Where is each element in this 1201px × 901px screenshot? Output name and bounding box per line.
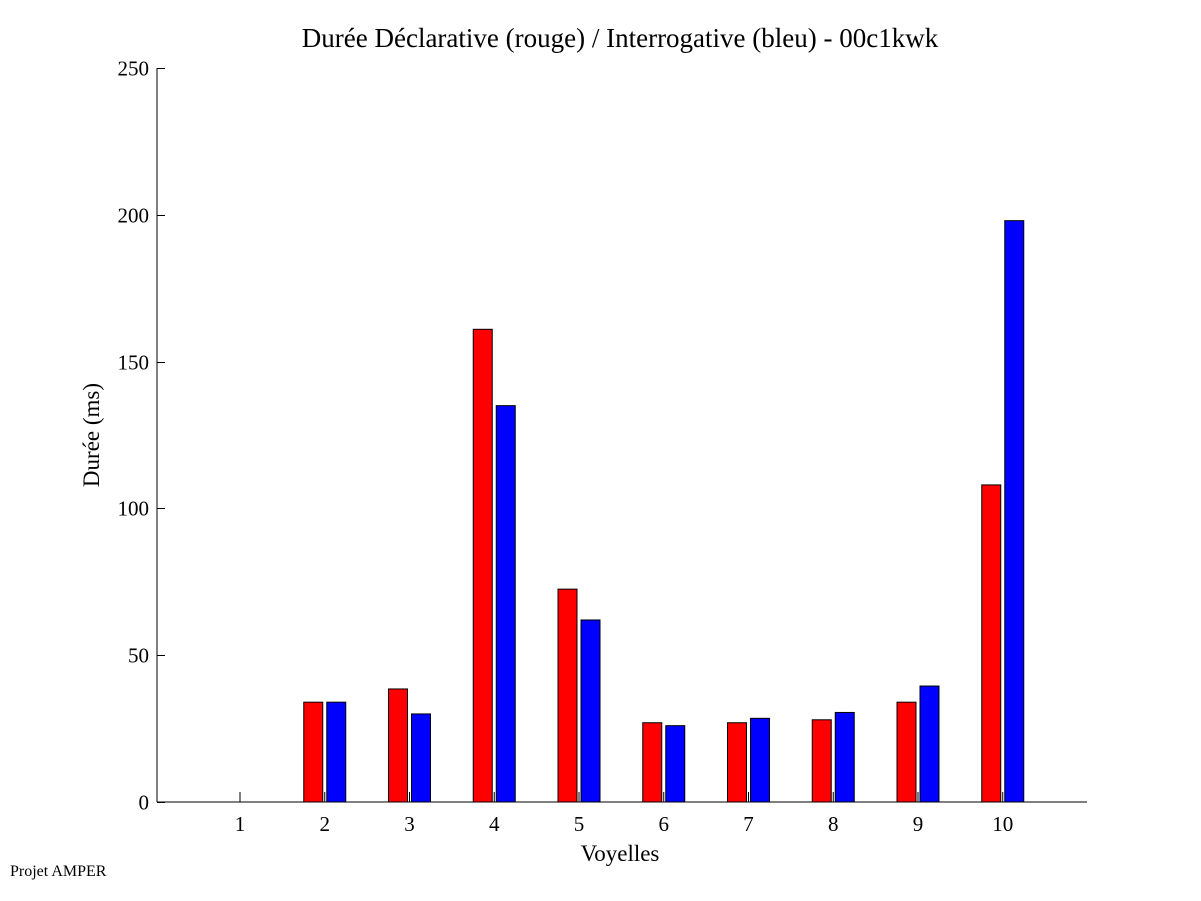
bar-series-1-voyelle-7 — [727, 722, 747, 803]
y-tick-label: 0 — [139, 791, 150, 815]
bar-series-2-voyelle-2 — [326, 701, 347, 803]
x-tick-label: 3 — [404, 812, 415, 836]
bar-series-2-voyelle-4 — [495, 405, 516, 803]
x-tick-label: 6 — [659, 812, 670, 836]
x-tick-label: 1 — [235, 812, 246, 836]
bar-series-2-voyelle-6 — [665, 725, 686, 803]
bar-series-2-voyelle-8 — [834, 711, 855, 803]
y-tick-label: 50 — [128, 644, 149, 668]
y-axis-label: Durée (ms) — [79, 383, 104, 487]
bar-series-2-voyelle-7 — [750, 717, 770, 803]
bar-series-1-voyelle-3 — [388, 688, 408, 803]
credit-footer: Projet AMPER — [10, 863, 107, 880]
x-tick-label: 4 — [489, 812, 500, 836]
bar-series-2-voyelle-10 — [1004, 220, 1025, 803]
bar-series-1-voyelle-9 — [896, 701, 917, 803]
chart-title: Durée Déclarative (rouge) / Interrogativ… — [302, 23, 939, 53]
x-tick-label: 9 — [913, 812, 924, 836]
bar-series-1-voyelle-10 — [981, 484, 1002, 803]
y-tick-label: 100 — [118, 497, 150, 521]
x-tick-label: 10 — [992, 812, 1013, 836]
plot-area: 0 50 100 150 200 250 1 2 3 4 5 6 7 8 9 10 — [118, 57, 1087, 836]
y-tick-label: 200 — [118, 204, 150, 228]
x-tick-label: 8 — [828, 812, 839, 836]
y-tick-label: 250 — [118, 57, 150, 81]
x-tick-label: 2 — [320, 812, 331, 836]
bar-series-1-voyelle-4 — [472, 328, 493, 803]
x-tick-label: 7 — [743, 812, 754, 836]
bar-series-2-voyelle-9 — [919, 685, 940, 803]
y-tick-label: 150 — [118, 351, 150, 375]
bar-series-1-voyelle-5 — [557, 588, 578, 803]
x-tick-label: 5 — [574, 812, 585, 836]
bar-series-1-voyelle-8 — [811, 719, 832, 803]
bar-series-1-voyelle-6 — [642, 722, 663, 803]
bar-series-2-voyelle-5 — [580, 619, 601, 803]
bar-series-1-voyelle-2 — [303, 701, 324, 803]
bar-series-2-voyelle-3 — [411, 713, 431, 803]
x-axis-label: Voyelles — [581, 841, 660, 866]
